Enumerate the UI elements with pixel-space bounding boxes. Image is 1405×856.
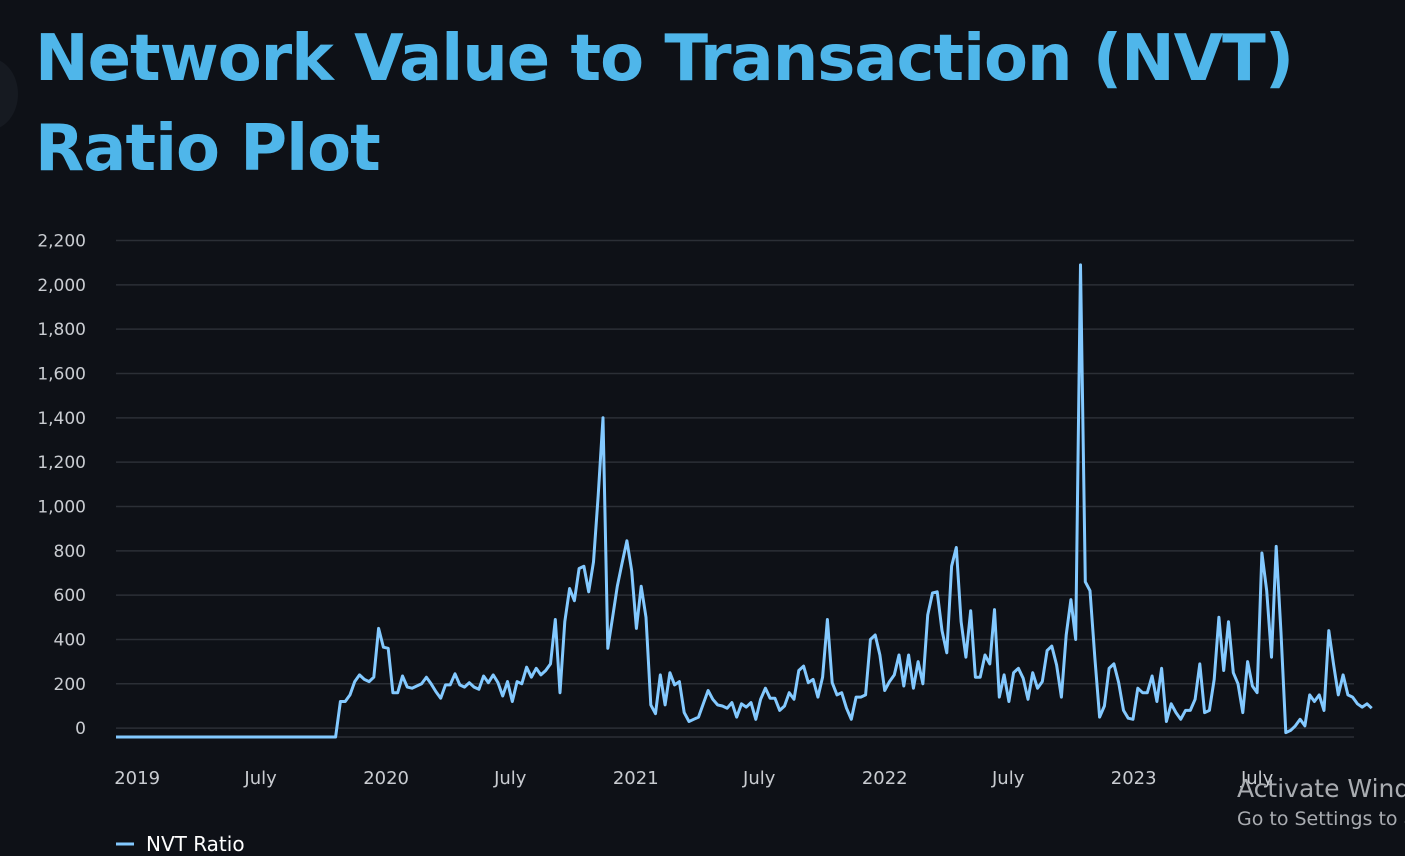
y-axis: 0 200 400 600 800 1,000 1,200 1,400 1,600 1,800 2,…: [37, 232, 86, 740]
y-tick-label: 1,600: [37, 364, 86, 384]
x-tick-label: July: [493, 768, 527, 789]
y-tick-label: 1,800: [37, 320, 86, 340]
x-tick-label: July: [991, 768, 1025, 789]
y-tick-label: 600: [54, 586, 86, 606]
watermark-subtitle: Go to Settings to activate Windows.: [1237, 808, 1405, 830]
x-tick-label: July: [1240, 768, 1274, 789]
page-title: Network Value to Transaction (NVT) Ratio…: [35, 22, 1294, 186]
x-tick-label: July: [742, 768, 776, 789]
legend-label-nvt-ratio: NVT Ratio: [146, 832, 245, 856]
y-tick-label: 2,200: [37, 232, 86, 252]
y-tick-label: 200: [54, 675, 86, 695]
x-axis: 2019 July 2020 July 2021 July 2022 July 2023 July: [114, 768, 1273, 789]
y-tick-label: 0: [75, 719, 86, 739]
x-tick-label: 2020: [363, 768, 409, 789]
x-tick-label: 2023: [1111, 768, 1157, 789]
x-tick-label: 2021: [613, 768, 659, 789]
grid-lines: [116, 239, 1354, 738]
x-tick-label: 2022: [862, 768, 908, 789]
y-tick-label: 1,400: [37, 409, 86, 429]
background-decoration: [0, 58, 18, 130]
y-tick-label: 800: [54, 542, 86, 562]
x-tick-label: July: [243, 768, 277, 789]
legend[interactable]: NVT Ratio: [116, 832, 245, 856]
y-tick-label: 400: [54, 630, 86, 650]
activate-windows-watermark: Activate Windows Go to Settings to activ…: [1237, 772, 1405, 832]
y-tick-label: 2,000: [37, 276, 86, 296]
y-tick-label: 1,000: [37, 497, 86, 517]
series-line-nvt-ratio: [116, 263, 1373, 739]
watermark-title: Activate Windows: [1237, 774, 1405, 803]
x-tick-label: 2019: [114, 768, 160, 789]
y-tick-label: 1,200: [37, 453, 86, 473]
